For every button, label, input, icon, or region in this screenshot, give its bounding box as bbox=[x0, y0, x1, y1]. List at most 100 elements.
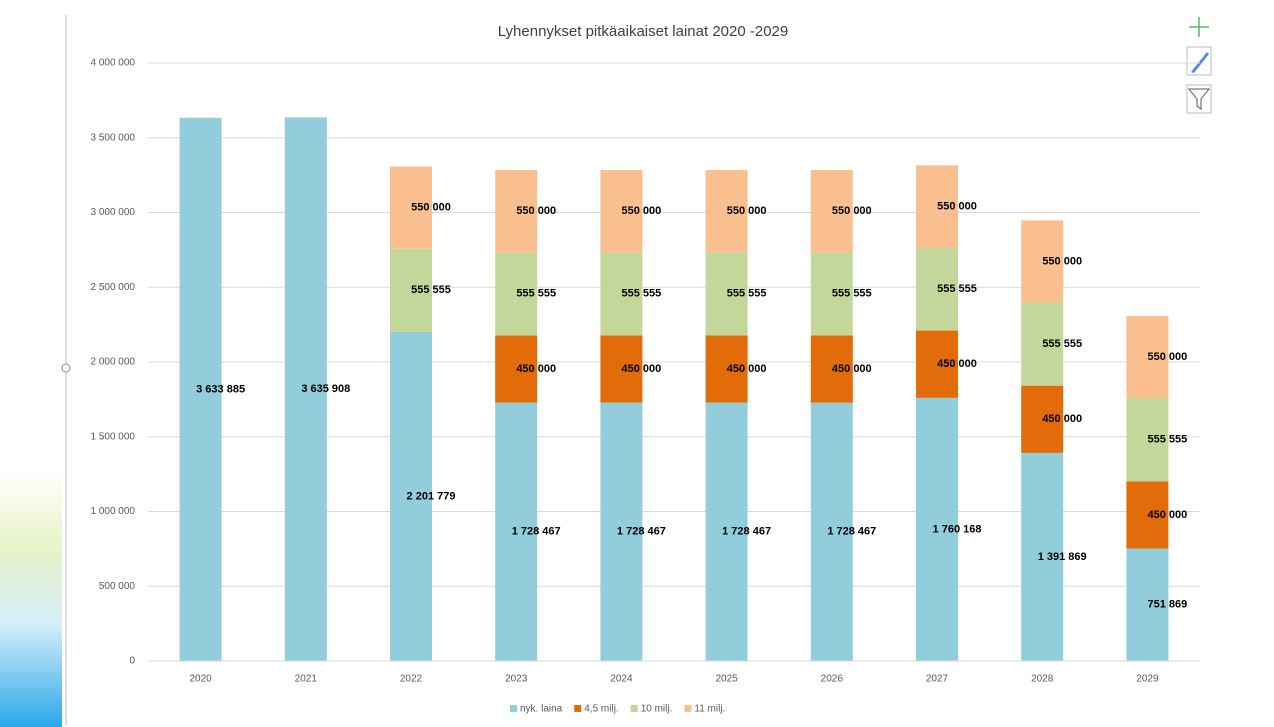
data-label: 550 000 bbox=[622, 205, 662, 217]
data-label: 1 391 869 bbox=[1038, 551, 1087, 563]
legend-swatch bbox=[630, 705, 638, 712]
bar-segment bbox=[1021, 385, 1064, 453]
y-tick-label: 4 000 000 bbox=[91, 58, 136, 69]
data-label: 450 000 bbox=[727, 363, 767, 375]
x-tick-label: 2024 bbox=[610, 674, 633, 685]
data-label: 550 000 bbox=[1042, 255, 1082, 267]
data-label: 550 000 bbox=[411, 202, 451, 214]
data-label: 450 000 bbox=[1148, 509, 1188, 521]
x-tick-label: 2027 bbox=[926, 674, 949, 685]
x-tick-label: 2020 bbox=[189, 674, 212, 685]
bar-segment bbox=[600, 252, 643, 336]
bar-segment bbox=[810, 402, 853, 661]
data-label: 450 000 bbox=[832, 363, 872, 375]
x-tick-label: 2028 bbox=[1031, 674, 1054, 685]
data-label: 550 000 bbox=[937, 200, 977, 212]
data-label: 1 728 467 bbox=[827, 526, 876, 538]
y-tick-label: 3 000 000 bbox=[91, 207, 136, 218]
data-label: 1 728 467 bbox=[617, 526, 666, 538]
data-label: 751 869 bbox=[1148, 599, 1188, 611]
x-tick-label: 2021 bbox=[295, 674, 318, 685]
bar-segment bbox=[810, 252, 853, 336]
bar-segment bbox=[705, 252, 748, 336]
data-label: 555 555 bbox=[1042, 338, 1082, 350]
data-label: 450 000 bbox=[622, 363, 662, 375]
legend-swatch bbox=[574, 705, 582, 712]
resize-handle[interactable] bbox=[61, 363, 71, 373]
bar-segment bbox=[495, 402, 538, 661]
bar-segment bbox=[916, 330, 958, 398]
data-label: 555 555 bbox=[727, 288, 767, 300]
bar-segment bbox=[495, 335, 538, 403]
bar-segment bbox=[495, 170, 538, 253]
filter-button[interactable] bbox=[1186, 84, 1212, 114]
y-tick-label: 500 000 bbox=[99, 581, 136, 592]
legend-label: 4,5 milj. bbox=[584, 704, 618, 715]
y-tick-label: 0 bbox=[129, 656, 135, 667]
x-tick-label: 2026 bbox=[821, 674, 844, 685]
data-label: 1 760 168 bbox=[933, 523, 982, 535]
bar-segment bbox=[600, 170, 643, 253]
y-tick-label: 2 000 000 bbox=[91, 357, 136, 368]
data-label: 555 555 bbox=[622, 288, 662, 300]
background-decoration bbox=[0, 470, 62, 727]
bar-segment bbox=[1021, 220, 1064, 303]
data-label: 2 201 779 bbox=[407, 490, 456, 502]
legend-swatch bbox=[684, 705, 692, 712]
bar-segment bbox=[390, 248, 432, 332]
y-tick-label: 3 500 000 bbox=[91, 132, 136, 143]
data-label: 555 555 bbox=[1148, 434, 1188, 446]
data-label: 450 000 bbox=[1042, 413, 1082, 425]
x-tick-label: 2025 bbox=[715, 674, 738, 685]
legend-swatch bbox=[510, 705, 517, 712]
bar-segment bbox=[916, 397, 958, 661]
filter-icon bbox=[1187, 88, 1211, 110]
legend-label: 11 milj. bbox=[694, 704, 725, 715]
bar-segment bbox=[390, 166, 432, 249]
bar-segment bbox=[810, 335, 853, 403]
data-label: 550 000 bbox=[727, 205, 767, 217]
data-label: 555 555 bbox=[937, 283, 977, 295]
bar-segment bbox=[705, 170, 748, 253]
bar-segment bbox=[1126, 398, 1169, 482]
data-label: 450 000 bbox=[937, 358, 977, 370]
data-label: 550 000 bbox=[1148, 351, 1188, 363]
x-tick-label: 2029 bbox=[1136, 674, 1159, 685]
data-label: 555 555 bbox=[411, 284, 451, 296]
bar-segment bbox=[705, 335, 748, 403]
bar-segment bbox=[600, 402, 643, 661]
data-label: 550 000 bbox=[832, 205, 872, 217]
bar-segment bbox=[1126, 548, 1169, 661]
bar-segment bbox=[284, 117, 327, 661]
bar-segment bbox=[705, 402, 748, 661]
data-label: 450 000 bbox=[516, 363, 556, 375]
y-tick-label: 1 500 000 bbox=[91, 431, 136, 442]
bar-segment bbox=[1126, 481, 1169, 549]
bar-segment bbox=[810, 170, 853, 253]
bar-segment bbox=[179, 117, 222, 661]
data-label: 1 728 467 bbox=[512, 526, 561, 538]
x-tick-label: 2023 bbox=[505, 674, 528, 685]
y-tick-label: 2 500 000 bbox=[91, 282, 136, 293]
data-label: 3 633 885 bbox=[196, 383, 245, 395]
data-label: 3 635 908 bbox=[301, 383, 350, 395]
bar-segment bbox=[1126, 316, 1169, 399]
data-label: 550 000 bbox=[516, 205, 556, 217]
data-label: 555 555 bbox=[516, 288, 556, 300]
chart-tools bbox=[1186, 15, 1212, 114]
y-tick-label: 1 000 000 bbox=[91, 506, 136, 517]
bar-segment bbox=[916, 247, 958, 331]
x-tick-label: 2022 bbox=[400, 674, 423, 685]
bar-segment bbox=[1021, 452, 1064, 661]
data-label: 555 555 bbox=[832, 288, 872, 300]
legend-label: nyk. laina bbox=[520, 704, 563, 715]
bar-segment bbox=[1021, 302, 1064, 386]
data-label: 1 728 467 bbox=[722, 526, 771, 538]
plus-icon bbox=[1189, 17, 1209, 37]
legend-label: 10 milj. bbox=[641, 704, 673, 715]
bar-segment bbox=[390, 331, 432, 661]
style-button[interactable] bbox=[1186, 46, 1212, 76]
bar-segment bbox=[495, 252, 538, 336]
